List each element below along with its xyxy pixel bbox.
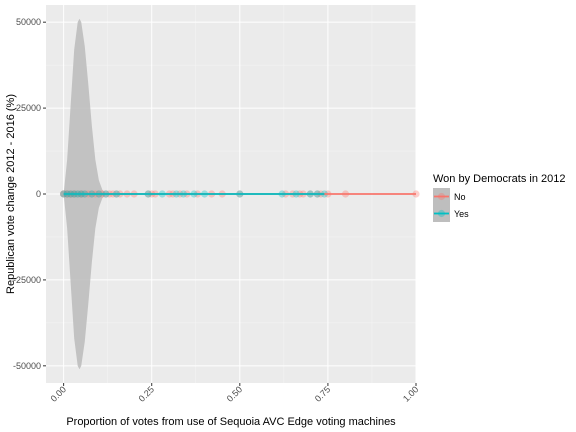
y-axis-ticks: -50000 -25000 0 25000 50000 — [13, 17, 46, 371]
y-tick-label: 0 — [36, 189, 41, 199]
y-tick-label: 50000 — [16, 17, 41, 27]
y-tick-label: -50000 — [13, 361, 41, 371]
x-axis-ticks: 0.00 0.25 0.50 0.75 1.00 — [49, 383, 420, 404]
x-tick-label: 0.50 — [225, 384, 244, 403]
y-tick-label: 25000 — [16, 103, 41, 113]
legend-title: Won by Democrats in 2012 — [433, 173, 565, 185]
legend-label-no: No — [454, 192, 466, 202]
x-axis-label: Proportion of votes from use of Sequoia … — [66, 416, 396, 428]
legend-items: No Yes — [433, 188, 469, 222]
legend: Won by Democrats in 2012 No Yes — [433, 173, 565, 222]
x-tick-label: 0.75 — [313, 384, 332, 403]
legend-label-yes: Yes — [454, 209, 469, 219]
y-tick-label: -25000 — [13, 275, 41, 285]
x-tick-label: 0.25 — [137, 384, 156, 403]
x-tick-label: 0.00 — [49, 384, 68, 403]
y-axis-label: Republican vote change 2012 - 2016 (%) — [5, 94, 17, 294]
legend-key-point — [437, 209, 446, 218]
legend-key-point — [437, 192, 446, 201]
x-tick-label: 1.00 — [401, 384, 420, 403]
